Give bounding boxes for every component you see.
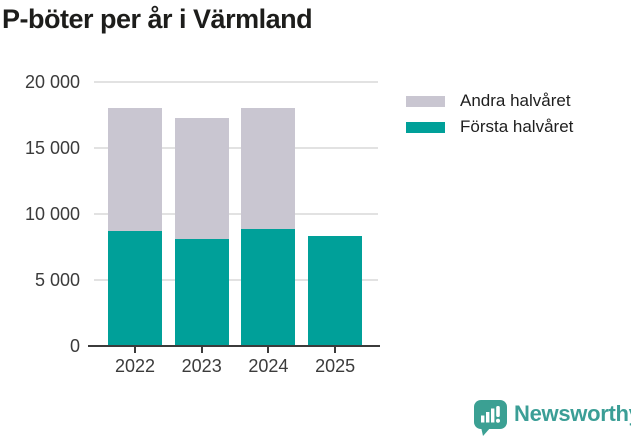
y-tick-label: 0	[69, 336, 80, 356]
legend-swatch	[406, 121, 445, 133]
x-axis-tick	[134, 347, 136, 353]
x-axis-line	[88, 345, 380, 347]
legend-item: Första halvåret	[406, 117, 573, 137]
gridline	[94, 279, 378, 281]
legend-item: Andra halvåret	[406, 91, 573, 111]
legend-label: Första halvåret	[460, 117, 574, 136]
bar-segment-2025	[308, 236, 363, 346]
bar-segment-2022	[108, 231, 162, 346]
gridline	[94, 213, 378, 215]
x-tick-label: 2023	[181, 356, 222, 376]
chart-title: P-böter per år i Värmland	[2, 4, 313, 34]
newsworthy-logo-icon	[474, 400, 507, 436]
bar-segment-2024	[241, 107, 296, 229]
plot-area	[94, 81, 378, 346]
bar-segment-2023	[174, 117, 229, 240]
x-tick-label: 2022	[114, 356, 156, 376]
brand-name: Newsworthy	[514, 401, 631, 426]
y-tick-label: 5 000	[34, 270, 80, 290]
brand-logo: Newsworthy	[473, 399, 631, 437]
gridline	[94, 81, 378, 83]
gridline	[94, 147, 378, 149]
y-tick-label: 20 000	[24, 72, 80, 92]
bar-segment-2022	[108, 107, 162, 232]
bar-segment-2024	[241, 228, 296, 346]
x-tick-label: 2025	[315, 356, 356, 376]
x-tick-label: 2024	[248, 356, 289, 376]
legend: Andra halvåret Första halvåret	[406, 91, 573, 143]
legend-label: Andra halvåret	[460, 91, 571, 110]
legend-swatch	[406, 95, 445, 107]
bar-segment-2023	[174, 239, 229, 346]
x-axis-tick	[200, 347, 203, 353]
y-tick-label: 15 000	[24, 138, 80, 158]
x-axis-tick	[334, 347, 337, 353]
y-tick-label: 10 000	[24, 204, 80, 224]
x-axis-tick	[267, 347, 270, 353]
